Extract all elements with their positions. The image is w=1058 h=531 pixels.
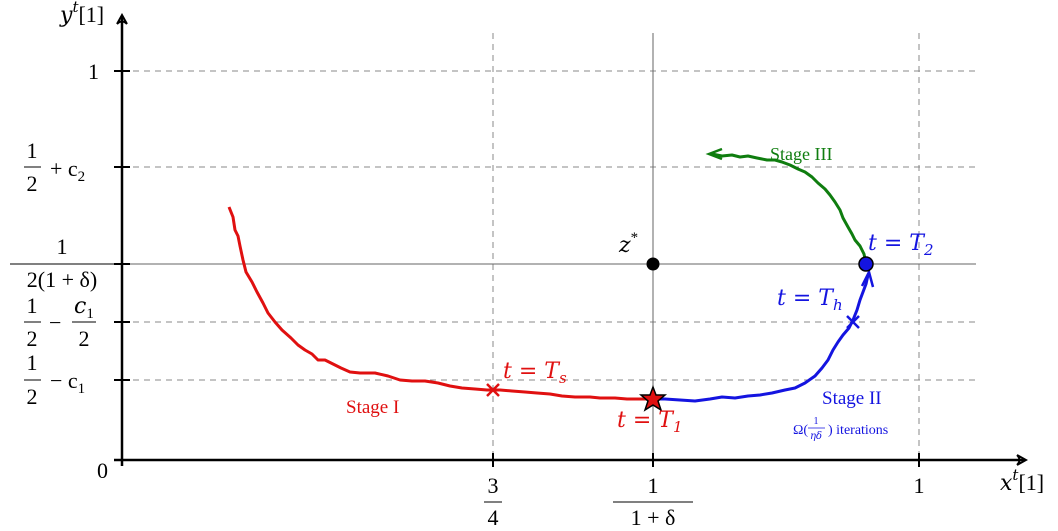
x-tick-one: 1 (914, 473, 925, 498)
svg-text:1: 1 (27, 138, 38, 163)
svg-text:2: 2 (27, 171, 38, 196)
svg-text:2: 2 (27, 384, 38, 409)
svg-text:1: 1 (57, 234, 68, 259)
x-tick-inv-one-plus-delta: 1 1 + δ (613, 473, 693, 530)
svg-text:c1: c1 (74, 294, 94, 322)
svg-text:2: 2 (27, 326, 38, 351)
svg-text:1 + δ: 1 + δ (631, 505, 676, 530)
svg-text:4: 4 (488, 505, 499, 530)
svg-text:−: − (49, 310, 61, 335)
y-tick-half-minus-c1: 1 2 − c1 (24, 350, 85, 409)
svg-text:) iterations: ) iterations (828, 423, 888, 438)
t2-label: t = T2 (868, 231, 933, 259)
stage3-trajectory (711, 152, 868, 265)
svg-text:3: 3 (488, 473, 499, 498)
x-tick-three-quarters: 3 4 (484, 473, 502, 530)
ts-label: t = Ts (503, 359, 567, 387)
y-tick-inv-two-one-plus-delta: 1 2(1 + δ) (10, 234, 114, 292)
axis-ticks (114, 70, 920, 467)
t1-star-marker (638, 384, 668, 412)
svg-text:1: 1 (648, 473, 659, 498)
svg-text:2(1 + δ): 2(1 + δ) (27, 267, 97, 292)
svg-text:+ c2: + c2 (50, 156, 85, 185)
stage1-trajectory (227, 206, 653, 401)
x-axis-label: xt[1] (1000, 466, 1044, 496)
stage3-label: Stage III (770, 144, 832, 164)
y-axis-label: yt[1] (59, 0, 104, 28)
svg-text:2: 2 (79, 326, 90, 351)
stage3-arrowhead (705, 147, 723, 161)
y-tick-half-plus-c2: 1 2 + c2 (24, 138, 85, 196)
origin-label: 0 (97, 458, 108, 483)
svg-text:ηδ: ηδ (810, 431, 822, 442)
svg-text:1: 1 (814, 416, 819, 427)
z-star-point (646, 257, 660, 271)
ts-cross-marker (486, 383, 500, 397)
svg-text:− c1: − c1 (50, 368, 85, 397)
th-cross-marker (846, 315, 860, 329)
svg-text:1: 1 (27, 293, 38, 318)
stage2-trajectory (653, 274, 870, 403)
y-tick-half-minus-c1-half: 1 2 − c1 2 (24, 293, 96, 351)
stage2-label: Stage II (822, 388, 882, 409)
stage2-arrowhead (860, 268, 875, 288)
stage2-iterations-label: Ω( 1 ηδ ) iterations (793, 416, 888, 442)
t1-label: t = T1 (617, 408, 682, 436)
t2-point (858, 256, 874, 272)
svg-text:Ω(: Ω( (793, 423, 808, 438)
y-tick-one: 1 (88, 59, 99, 84)
svg-text:1: 1 (27, 350, 38, 375)
stage1-label: Stage I (346, 397, 399, 418)
z-star-label: z* (618, 230, 638, 258)
th-label: t = Th (777, 286, 843, 314)
